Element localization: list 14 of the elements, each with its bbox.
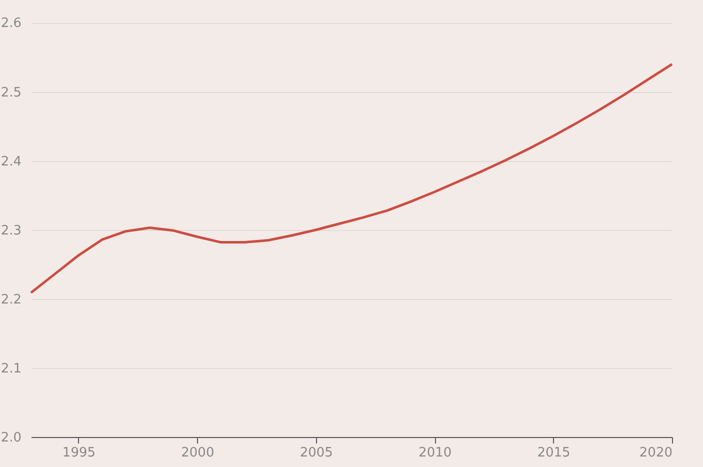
- y-tick-label: 2.1: [0, 361, 22, 376]
- y-tick-label: 2.5: [0, 85, 22, 100]
- y-tick-label: 2.3: [0, 223, 22, 238]
- y-tick-label: 2.4: [0, 154, 22, 170]
- x-tick-label: 2015: [537, 446, 570, 460]
- x-tick-label: 2010: [418, 446, 452, 460]
- x-tick-label: 2005: [300, 446, 333, 460]
- x-tick-label: 1995: [62, 446, 96, 460]
- y-tick-label: 2.6: [0, 16, 22, 32]
- y-tick-label: 2.2: [0, 292, 22, 308]
- x-tick-label: 2000: [181, 446, 214, 460]
- x-tick-label: 2020: [639, 446, 672, 460]
- line-series: [30, 62, 674, 294]
- y-tick-label: 2.0: [0, 430, 22, 446]
